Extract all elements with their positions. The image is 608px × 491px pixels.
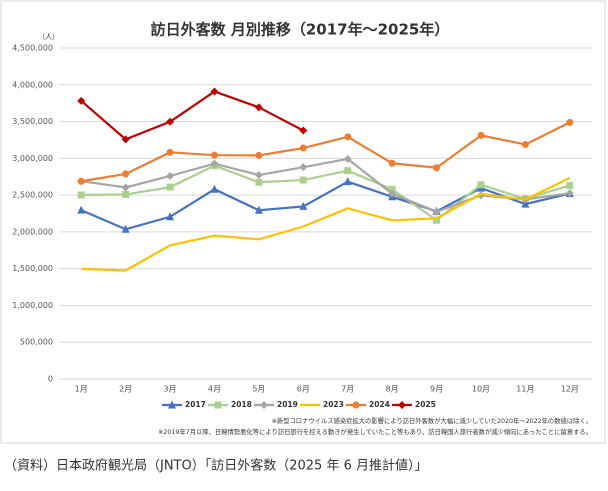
x-tick-label: 8月	[386, 385, 399, 394]
point	[299, 163, 308, 172]
point	[521, 199, 530, 208]
x-tick-label: 1月	[75, 385, 88, 394]
y-unit: （人）	[38, 33, 59, 41]
point	[210, 151, 218, 159]
point	[521, 141, 529, 149]
point	[77, 96, 86, 105]
point	[166, 212, 175, 221]
y-tick-label: 4,500,000	[12, 44, 53, 53]
chart-title: 訪日外客数 月別推移（2017年〜2025年）	[151, 21, 450, 39]
point	[299, 201, 308, 210]
point	[254, 171, 263, 180]
source: （資料）日本政府観光局（JNTO）「訪日外客数（2025 年 6 月推計値）」	[4, 458, 427, 474]
y-tick-label: 4,000,000	[12, 80, 53, 89]
point	[388, 185, 396, 193]
point	[566, 118, 574, 126]
x-tick-label: 6月	[297, 385, 310, 394]
chart-frame	[0, 0, 606, 444]
y-tick-label: 3,000,000	[12, 154, 53, 163]
point	[254, 205, 263, 214]
point	[388, 189, 397, 198]
x-tick-label: 12月	[561, 385, 579, 394]
point	[255, 178, 263, 186]
point	[210, 87, 219, 96]
point	[214, 401, 222, 409]
point	[388, 159, 396, 167]
point	[432, 207, 441, 216]
legend-label: 2023	[323, 400, 344, 409]
point	[352, 401, 360, 409]
x-tick-label: 4月	[208, 385, 221, 394]
point	[477, 181, 485, 189]
y-tick-label: 2,500,000	[12, 191, 53, 200]
y-tick-label: 500,000	[20, 338, 53, 347]
point	[343, 154, 352, 163]
point	[121, 224, 130, 233]
y-tick-label: 2,000,000	[12, 227, 53, 236]
x-tick-label: 2月	[119, 385, 132, 394]
point	[166, 183, 174, 191]
point	[210, 159, 219, 168]
x-tick-label: 10月	[472, 385, 490, 394]
series-line	[81, 157, 570, 213]
series-line	[80, 90, 304, 141]
x-tick-label: 5月	[252, 385, 265, 394]
point	[433, 216, 441, 224]
x-tick-label: 3月	[163, 385, 176, 394]
point	[166, 148, 174, 156]
y-tick-label: 1,000,000	[12, 301, 53, 310]
legend-label: 2018	[231, 400, 252, 409]
point	[299, 126, 308, 135]
point	[343, 177, 352, 186]
legend-label: 2025	[415, 400, 436, 409]
note: ※新型コロナウイルス感染症拡大の影響により訪日外客数が大幅に減少していた2020…	[272, 416, 592, 425]
y-tick-label: 3,500,000	[12, 117, 53, 126]
x-tick-label: 9月	[430, 385, 443, 394]
point	[77, 205, 86, 214]
point	[433, 164, 441, 172]
point	[254, 103, 263, 112]
point	[122, 190, 130, 198]
x-tick-label: 7月	[341, 385, 354, 394]
note: ※2019年7月以降、日韓情勢悪化等により訪日旅行を控える動きが発生していたこと…	[158, 427, 592, 436]
point	[121, 135, 130, 144]
series-line	[80, 180, 571, 231]
y-tick-label: 1,500,000	[12, 264, 53, 273]
series-line	[81, 121, 571, 183]
point	[166, 117, 175, 126]
series-line	[81, 164, 571, 222]
point	[566, 181, 574, 189]
point	[77, 191, 85, 199]
point	[210, 184, 219, 193]
x-tick-label: 11月	[516, 385, 534, 394]
point	[477, 131, 485, 139]
point	[255, 151, 263, 159]
point	[565, 189, 574, 198]
point	[168, 400, 176, 409]
y-tick-label: 0	[48, 375, 53, 384]
point	[121, 183, 130, 192]
legend-label: 2017	[185, 400, 206, 409]
point	[260, 401, 268, 409]
legend-label: 2024	[369, 400, 390, 409]
point	[344, 133, 352, 141]
legend-label: 2019	[277, 400, 298, 409]
point	[122, 170, 130, 178]
point	[344, 167, 352, 175]
series-line	[81, 176, 571, 272]
point	[299, 144, 307, 152]
point	[166, 171, 175, 180]
point	[398, 401, 406, 409]
point	[77, 177, 85, 185]
point	[299, 176, 307, 184]
